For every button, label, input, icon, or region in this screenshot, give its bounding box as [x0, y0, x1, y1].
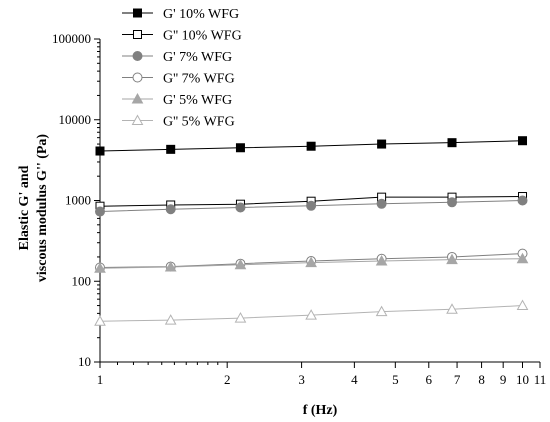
- x-tick-label: 9: [500, 372, 507, 387]
- x-tick-label: 4: [351, 372, 358, 387]
- data-point: [375, 305, 388, 317]
- data-point: [234, 258, 247, 270]
- legend-label: G'' 10% WFG: [163, 29, 242, 44]
- x-axis-title: f (Hz): [303, 403, 338, 418]
- data-point: [166, 144, 176, 154]
- x-tick-label: 10: [516, 372, 529, 387]
- x-tick-label: 6: [426, 372, 433, 387]
- data-point: [235, 143, 245, 153]
- y-axis-title: Elastic G' and viscous modulus G'' (Pa): [17, 134, 50, 283]
- x-tick-label: 8: [478, 372, 485, 387]
- legend-label: G' 5% WFG: [163, 93, 232, 108]
- x-tick-label: 5: [392, 372, 399, 387]
- legend-label: G' 7% WFG: [163, 50, 232, 65]
- series-6: [94, 299, 529, 326]
- legend-marker: [132, 51, 143, 61]
- data-point: [306, 141, 316, 151]
- data-point: [377, 139, 387, 149]
- data-point: [165, 204, 176, 215]
- x-tick-label: 11: [534, 372, 547, 387]
- series-3: [95, 195, 528, 217]
- legend-item: G'' 7% WFG: [122, 72, 235, 87]
- x-tick-label: 7: [454, 372, 461, 387]
- data-point: [95, 206, 105, 217]
- data-point: [305, 309, 317, 320]
- data-point: [517, 195, 528, 206]
- data-point: [306, 200, 317, 211]
- series-1: [95, 136, 528, 156]
- data-point: [375, 254, 388, 266]
- legend-marker: [131, 114, 144, 125]
- data-point: [305, 256, 317, 268]
- legend: G' 10% WFG G'' 10% WFG G' 7% WFG G'' 7% WFG…: [122, 7, 242, 130]
- data-point: [447, 138, 457, 148]
- legend-marker: [133, 30, 142, 39]
- legend-item: G' 5% WFG: [122, 92, 232, 108]
- data-point: [94, 315, 106, 326]
- data-point: [376, 198, 387, 209]
- legend-item: G'' 5% WFG: [122, 114, 235, 130]
- legend-item: G'' 10% WFG: [122, 29, 242, 44]
- y-axis-title-line-2: viscous modulus G'' (Pa): [35, 134, 50, 283]
- data-point: [518, 136, 528, 146]
- data-point: [234, 312, 247, 323]
- legend-item: G' 7% WFG: [122, 50, 232, 65]
- data-point: [235, 202, 246, 213]
- data-point: [516, 252, 529, 264]
- x-tick-label: 2: [224, 372, 231, 387]
- y-tick-label: 10000: [59, 112, 92, 127]
- x-tick-label: 3: [298, 372, 305, 387]
- y-tick-label: 1000: [65, 193, 91, 208]
- legend-label: G'' 7% WFG: [163, 72, 235, 87]
- data-point: [516, 299, 529, 311]
- data-point: [164, 314, 177, 325]
- legend-label: G' 10% WFG: [163, 7, 239, 22]
- plot-area: 10 100 1000 10000 100000 1 2 3 4 5 6 7 8 9 10 11: [52, 31, 546, 387]
- y-axis-title-line-1: Elastic G' and: [17, 165, 32, 250]
- series-5: [94, 252, 529, 273]
- y-tick-label: 100: [72, 273, 92, 288]
- data-point: [94, 262, 106, 273]
- legend-marker: [131, 92, 144, 104]
- data-point: [95, 146, 105, 156]
- legend-marker: [133, 8, 142, 18]
- legend-label: G'' 5% WFG: [163, 115, 235, 130]
- data-point: [447, 197, 458, 208]
- legend-item: G' 10% WFG: [122, 7, 239, 22]
- data-point: [446, 303, 458, 314]
- y-tick-label: 10: [78, 354, 91, 369]
- y-tick-label: 100000: [52, 31, 91, 46]
- x-tick-label: 1: [97, 372, 104, 387]
- data-point: [446, 253, 458, 265]
- legend-marker: [132, 72, 143, 83]
- data-point: [164, 261, 177, 272]
